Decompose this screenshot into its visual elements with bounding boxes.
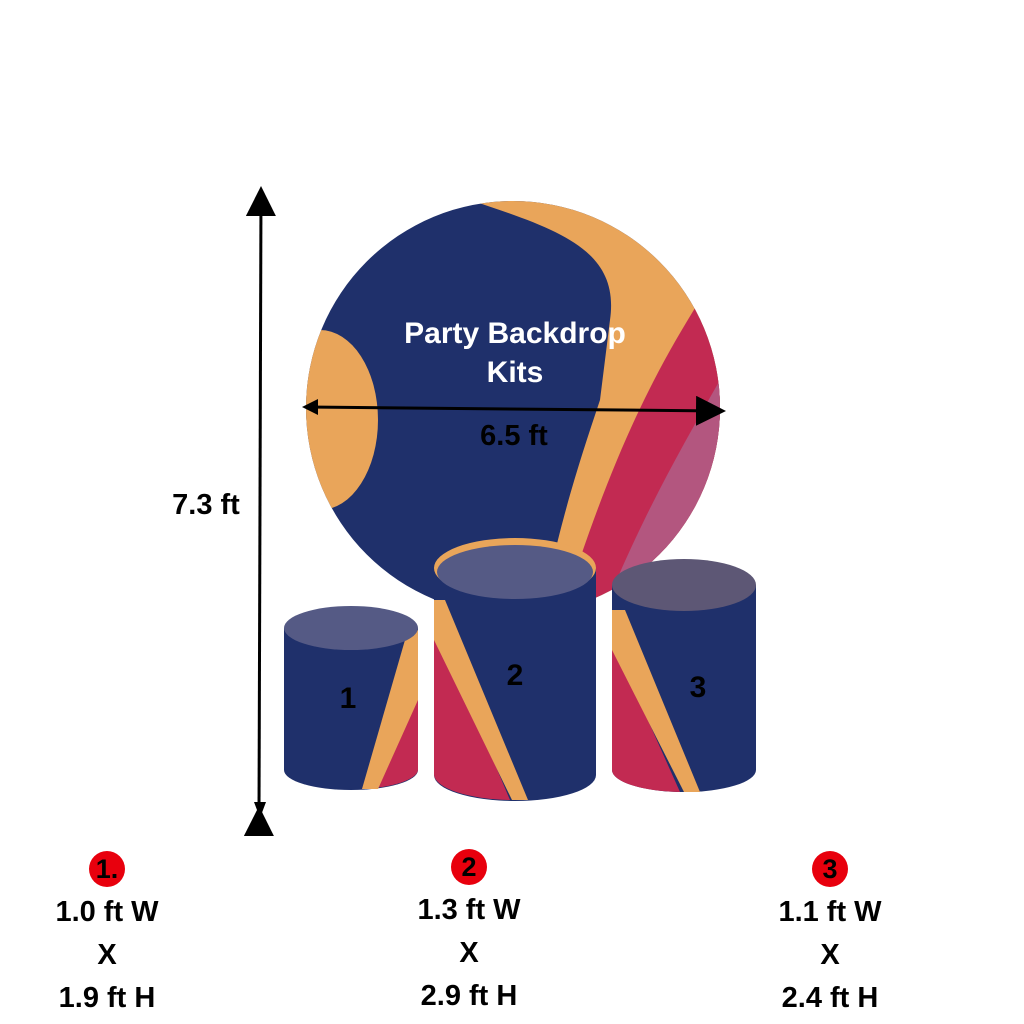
spec-height: 2.9 ft H <box>420 980 518 1012</box>
spec-cylinder-2: 2 1.3 ft W X 2.9 ft H <box>369 846 569 1018</box>
badge-number-1: 1. <box>89 851 125 887</box>
spec-height: 2.4 ft H <box>781 982 879 1014</box>
height-label: 7.3 ft <box>172 489 240 521</box>
spec-x: X <box>820 939 840 971</box>
cylinder-number-3: 3 <box>690 671 707 704</box>
spec-x: X <box>97 939 117 971</box>
badge-number-3: 3 <box>812 851 848 887</box>
spec-x: X <box>459 937 479 969</box>
spec-width: 1.1 ft W <box>778 896 882 928</box>
cylinder-3 <box>611 559 756 792</box>
backdrop-title-line1: Party Backdrop <box>404 317 626 350</box>
spec-width: 1.3 ft W <box>417 894 521 926</box>
backdrop-title-line2: Kits <box>487 356 544 389</box>
cylinder-2 <box>434 538 596 801</box>
spec-width: 1.0 ft W <box>55 896 159 928</box>
height-arrow <box>243 186 276 837</box>
spec-height: 1.9 ft H <box>58 982 156 1014</box>
cylinder-number-1: 1 <box>340 682 357 715</box>
cylinder-number-2: 2 <box>507 659 524 692</box>
badge-number-2: 2 <box>451 849 487 885</box>
spec-cylinder-1: 1. 1.0 ft W X 1.9 ft H <box>7 848 207 1020</box>
cylinder-1 <box>284 606 418 790</box>
spec-cylinder-3: 3 1.1 ft W X 2.4 ft H <box>730 848 930 1020</box>
width-arrow <box>307 395 726 426</box>
width-label: 6.5 ft <box>480 420 548 452</box>
